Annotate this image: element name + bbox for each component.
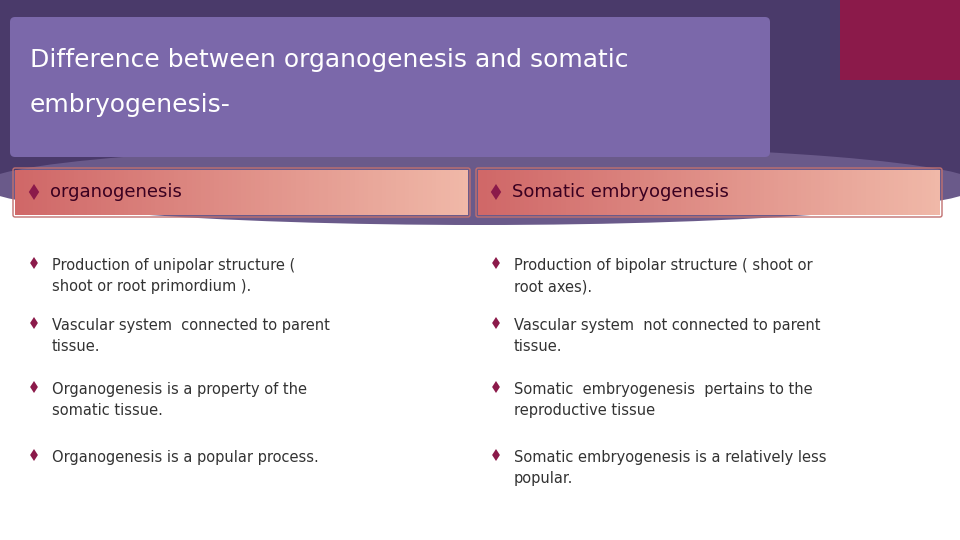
Text: Production of unipolar structure (
shoot or root primordium ).: Production of unipolar structure ( shoot… [52,258,296,294]
Text: organogenesis: organogenesis [50,183,181,201]
FancyBboxPatch shape [0,0,960,175]
Polygon shape [30,449,37,461]
Text: Somatic  embryogenesis  pertains to the
reproductive tissue: Somatic embryogenesis pertains to the re… [514,382,812,418]
Polygon shape [492,449,500,461]
Polygon shape [492,317,500,329]
Polygon shape [30,381,37,393]
Text: Production of bipolar structure ( shoot or
root axes).: Production of bipolar structure ( shoot … [514,258,812,294]
Text: Somatic embryogenesis is a relatively less
popular.: Somatic embryogenesis is a relatively le… [514,450,827,486]
Polygon shape [30,257,37,269]
Bar [840,0,960,80]
Polygon shape [492,381,500,393]
Text: Organogenesis is a popular process.: Organogenesis is a popular process. [52,450,319,465]
FancyBboxPatch shape [10,17,770,157]
Text: Difference between organogenesis and somatic: Difference between organogenesis and som… [30,48,629,72]
Text: Organogenesis is a property of the
somatic tissue.: Organogenesis is a property of the somat… [52,382,307,418]
Text: Vascular system  not connected to parent
tissue.: Vascular system not connected to parent … [514,318,821,354]
Polygon shape [30,317,37,329]
Ellipse shape [0,145,960,225]
Polygon shape [29,184,39,200]
Text: Somatic embryogenesis: Somatic embryogenesis [512,183,729,201]
Text: embryogenesis-: embryogenesis- [30,93,230,117]
Polygon shape [491,184,501,200]
Polygon shape [492,257,500,269]
Text: Vascular system  connected to parent
tissue.: Vascular system connected to parent tiss… [52,318,330,354]
